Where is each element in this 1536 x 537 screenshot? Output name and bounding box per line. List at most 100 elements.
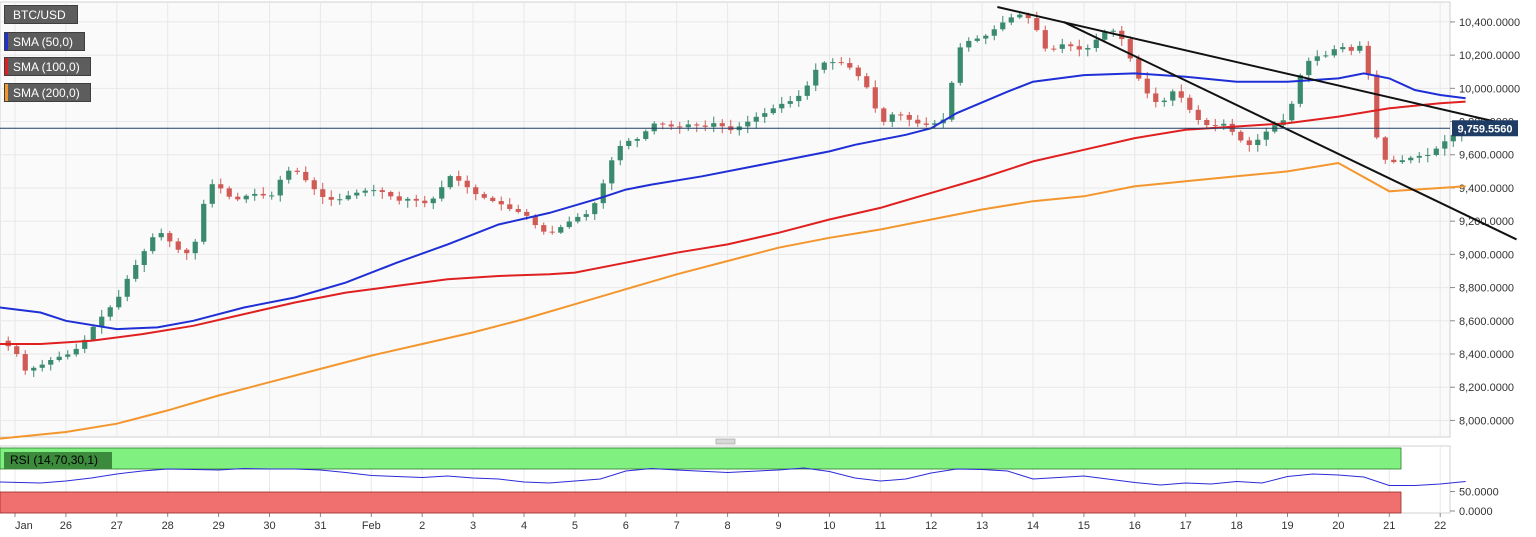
candle-body[interactable] bbox=[150, 237, 156, 252]
candle-body[interactable] bbox=[1340, 47, 1346, 50]
candle-body[interactable] bbox=[660, 123, 666, 125]
candle-body[interactable] bbox=[821, 62, 827, 70]
candle-body[interactable] bbox=[1263, 131, 1269, 140]
candle-body[interactable] bbox=[116, 296, 122, 308]
candle-body[interactable] bbox=[201, 203, 207, 242]
candle-body[interactable] bbox=[439, 187, 445, 199]
candle-body[interactable] bbox=[133, 264, 139, 279]
candle-body[interactable] bbox=[277, 179, 283, 196]
candle-body[interactable] bbox=[158, 233, 164, 238]
candle-body[interactable] bbox=[1042, 30, 1048, 49]
candle-body[interactable] bbox=[889, 114, 895, 122]
candle-body[interactable] bbox=[949, 82, 955, 120]
candle-body[interactable] bbox=[184, 249, 190, 254]
candle-body[interactable] bbox=[413, 198, 419, 201]
candle-body[interactable] bbox=[1076, 46, 1082, 50]
candle-body[interactable] bbox=[677, 126, 683, 128]
candle-body[interactable] bbox=[685, 124, 691, 128]
candle-body[interactable] bbox=[294, 170, 300, 172]
candle-body[interactable] bbox=[753, 116, 759, 122]
candle-body[interactable] bbox=[932, 123, 938, 125]
candle-body[interactable] bbox=[1382, 137, 1388, 160]
candle-body[interactable] bbox=[1238, 131, 1244, 141]
candle-body[interactable] bbox=[1399, 160, 1405, 163]
candle-body[interactable] bbox=[388, 191, 394, 197]
candle-body[interactable] bbox=[634, 138, 640, 141]
candle-body[interactable] bbox=[855, 67, 861, 77]
candle-body[interactable] bbox=[490, 197, 496, 202]
candle-body[interactable] bbox=[694, 124, 700, 126]
candle-body[interactable] bbox=[1450, 134, 1456, 142]
candle-body[interactable] bbox=[1008, 17, 1014, 23]
candle-body[interactable] bbox=[898, 114, 904, 116]
candle-body[interactable] bbox=[1297, 75, 1303, 104]
candle-body[interactable] bbox=[923, 123, 929, 125]
candle-body[interactable] bbox=[22, 354, 28, 371]
candle-body[interactable] bbox=[532, 215, 538, 226]
candle-body[interactable] bbox=[1034, 18, 1040, 31]
candle-body[interactable] bbox=[447, 176, 453, 188]
candle-body[interactable] bbox=[422, 200, 428, 204]
sma-line[interactable] bbox=[0, 161, 1466, 440]
candle-body[interactable] bbox=[192, 241, 198, 254]
candle-body[interactable] bbox=[269, 195, 275, 197]
candle-body[interactable] bbox=[804, 85, 810, 96]
candle-body[interactable] bbox=[762, 113, 768, 117]
candle-body[interactable] bbox=[167, 233, 173, 242]
candle-body[interactable] bbox=[541, 225, 547, 232]
candle-body[interactable] bbox=[456, 176, 462, 181]
candle-body[interactable] bbox=[209, 184, 215, 204]
candle-body[interactable] bbox=[668, 124, 674, 127]
candle-body[interactable] bbox=[1221, 123, 1227, 126]
trendline[interactable] bbox=[1063, 21, 1517, 241]
candle-body[interactable] bbox=[1323, 55, 1329, 57]
candle-body[interactable] bbox=[311, 180, 317, 190]
candle-body[interactable] bbox=[1127, 39, 1133, 59]
candle-body[interactable] bbox=[218, 184, 224, 189]
candle-body[interactable] bbox=[787, 101, 793, 104]
candle-body[interactable] bbox=[235, 196, 241, 200]
candle-body[interactable] bbox=[1246, 140, 1252, 146]
candle-body[interactable] bbox=[609, 160, 615, 184]
candle-body[interactable] bbox=[481, 194, 487, 198]
candle-body[interactable] bbox=[626, 140, 632, 146]
candle-body[interactable] bbox=[796, 95, 802, 102]
candle-body[interactable] bbox=[643, 131, 649, 139]
candle-body[interactable] bbox=[124, 278, 130, 297]
candle-body[interactable] bbox=[1416, 155, 1422, 158]
candle-body[interactable] bbox=[974, 38, 980, 41]
candle-body[interactable] bbox=[1408, 157, 1414, 161]
candle-body[interactable] bbox=[711, 123, 717, 127]
candle-body[interactable] bbox=[1391, 159, 1397, 163]
candle-body[interactable] bbox=[99, 316, 105, 327]
candle-body[interactable] bbox=[1195, 109, 1201, 120]
candle-body[interactable] bbox=[864, 76, 870, 88]
candle-body[interactable] bbox=[337, 199, 343, 201]
candle-body[interactable] bbox=[906, 114, 912, 120]
candle-body[interactable] bbox=[107, 307, 113, 317]
candle-body[interactable] bbox=[226, 188, 232, 197]
candle-body[interactable] bbox=[966, 40, 972, 48]
candle-body[interactable] bbox=[473, 187, 479, 195]
candle-body[interactable] bbox=[1068, 44, 1074, 47]
candle-body[interactable] bbox=[379, 190, 385, 192]
candle-body[interactable] bbox=[82, 339, 88, 349]
candle-body[interactable] bbox=[1170, 91, 1176, 101]
candle-body[interactable] bbox=[515, 208, 521, 212]
candle-body[interactable] bbox=[1000, 22, 1006, 30]
panel-resize-handle[interactable] bbox=[715, 438, 736, 445]
candle-body[interactable] bbox=[617, 145, 623, 161]
candle-body[interactable] bbox=[1017, 14, 1023, 18]
candle-body[interactable] bbox=[600, 183, 606, 204]
candle-body[interactable] bbox=[991, 29, 997, 36]
candle-body[interactable] bbox=[1425, 154, 1431, 156]
sma-line[interactable] bbox=[0, 72, 1466, 331]
candle-body[interactable] bbox=[498, 201, 504, 205]
candle-body[interactable] bbox=[1433, 148, 1439, 155]
candle-body[interactable] bbox=[1161, 100, 1167, 103]
candle-body[interactable] bbox=[328, 197, 334, 200]
candle-body[interactable] bbox=[1348, 47, 1354, 51]
candle-body[interactable] bbox=[1102, 31, 1108, 40]
candle-body[interactable] bbox=[56, 356, 62, 361]
candle-body[interactable] bbox=[813, 69, 819, 86]
